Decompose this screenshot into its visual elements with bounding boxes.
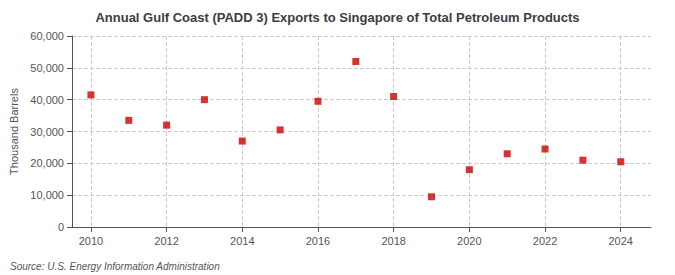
svg-text:2022: 2022 xyxy=(533,235,557,247)
svg-text:10,000: 10,000 xyxy=(30,189,64,201)
svg-text:20,000: 20,000 xyxy=(30,157,64,169)
svg-text:2014: 2014 xyxy=(230,235,254,247)
svg-text:2020: 2020 xyxy=(457,235,481,247)
svg-text:0: 0 xyxy=(58,221,64,233)
svg-text:60,000: 60,000 xyxy=(30,30,64,42)
svg-text:30,000: 30,000 xyxy=(30,126,64,138)
svg-text:2024: 2024 xyxy=(608,235,632,247)
svg-text:Source: U.S. Energy Informatio: Source: U.S. Energy Information Administ… xyxy=(10,261,220,272)
svg-text:2018: 2018 xyxy=(381,235,405,247)
svg-text:2016: 2016 xyxy=(306,235,330,247)
svg-text:Annual Gulf Coast (PADD 3) Exp: Annual Gulf Coast (PADD 3) Exports to Si… xyxy=(95,10,579,25)
svg-text:2012: 2012 xyxy=(154,235,178,247)
svg-text:2010: 2010 xyxy=(79,235,103,247)
svg-text:Thousand Barrels: Thousand Barrels xyxy=(8,88,20,175)
svg-text:40,000: 40,000 xyxy=(30,94,64,106)
svg-text:50,000: 50,000 xyxy=(30,62,64,74)
